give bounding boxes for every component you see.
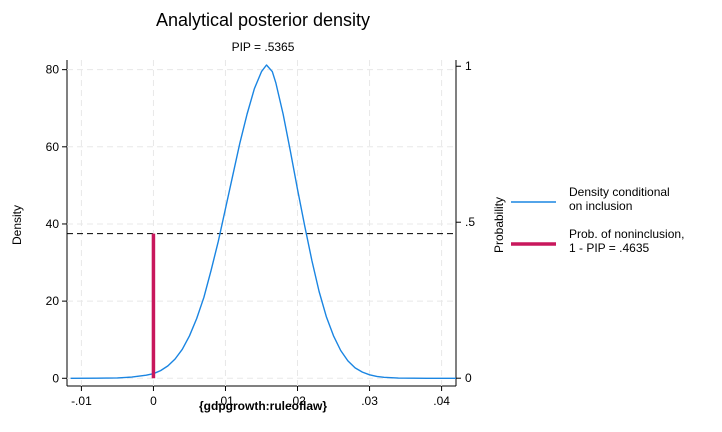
series-line-density [70,64,456,379]
plot-area [66,60,457,387]
x-tick-label: 0 [150,394,157,408]
x-tick-label: -.01 [71,394,92,408]
legend-label: Prob. of noninclusion, [569,227,684,241]
chart-subtitle: PIP = .5365 [232,40,295,54]
y2-tick-label: 1 [465,59,472,73]
legend-label: Density conditional [569,185,670,199]
y-tick-label: 20 [46,294,60,308]
legend-label: on inclusion [569,199,632,213]
x-tick-label: .01 [217,394,234,408]
legend-label: 1 - PIP = .4635 [569,241,649,255]
series-group [70,64,456,379]
y-tick-label: 0 [52,371,59,385]
y-tick-label: 60 [46,140,60,154]
y2-axis-title: Probability [492,197,506,253]
grid-lines [67,60,456,386]
x-tick-label: .04 [433,394,450,408]
y-axis-left: 0 20 40 60 80 [46,63,67,385]
chart-title: Analytical posterior density [156,10,370,30]
y-tick-label: 80 [46,63,60,77]
x-tick-label: .03 [361,394,378,408]
x-axis-title: {gdpgrowth:ruleoflaw} [199,399,327,413]
y2-tick-label: 0 [465,371,472,385]
y-axis-right: 0.51 [456,59,475,385]
y2-tick-label: .5 [465,215,475,229]
x-tick-label: .02 [289,394,306,408]
x-axis: -.01 0 .01 .02 .03 .04 [71,386,450,408]
y-axis-title: Density [10,205,24,245]
y-tick-label: 40 [46,217,60,231]
